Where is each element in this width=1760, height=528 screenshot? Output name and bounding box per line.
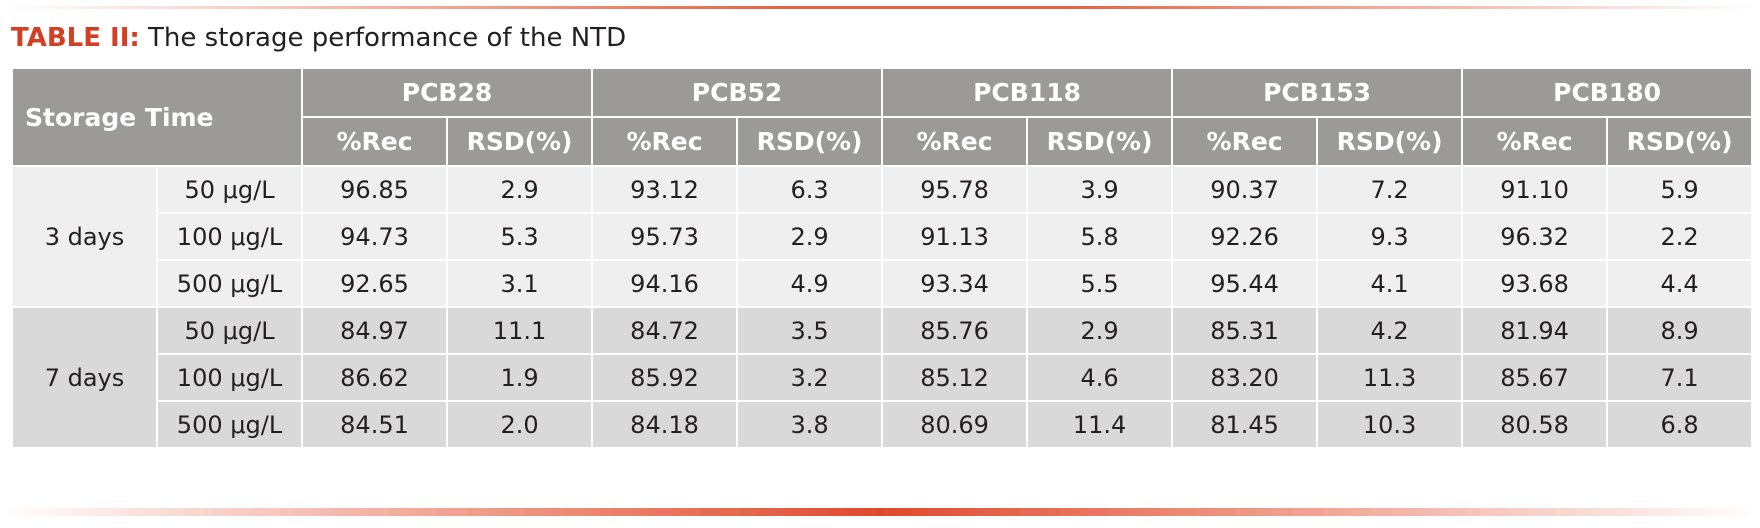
rsd-value-cell: 6.3 bbox=[736, 165, 884, 214]
concentration-cell: 100 μg/L bbox=[155, 212, 304, 261]
concentration-cell: 500 μg/L bbox=[155, 259, 304, 308]
rec-value-cell: 93.34 bbox=[881, 259, 1029, 308]
rec-value-cell: 83.20 bbox=[1171, 353, 1319, 402]
rec-value-cell: 91.13 bbox=[881, 212, 1029, 261]
rec-value-cell: 93.12 bbox=[591, 165, 739, 214]
rec-value-cell: 94.73 bbox=[301, 212, 449, 261]
rec-value-cell: 93.68 bbox=[1461, 259, 1609, 308]
rsd-value-cell: 2.9 bbox=[446, 165, 594, 214]
table-caption: TABLE II: The storage performance of the… bbox=[11, 20, 626, 56]
rec-value-cell: 84.18 bbox=[591, 400, 739, 449]
rsd-value-cell: 3.9 bbox=[1026, 165, 1174, 214]
table-row: 3 days 50 μg/L 96.85 2.9 93.12 6.3 95.78 3.9 90.… bbox=[11, 165, 1754, 308]
table-row: 7 days 50 μg/L 84.97 11.1 84.72 3.5 85.76 2.9 85… bbox=[11, 306, 1754, 449]
storage-time-group-label: 3 days bbox=[11, 165, 158, 308]
rsd-header: RSD(%) bbox=[1606, 116, 1754, 167]
rec-value-cell: 85.12 bbox=[881, 353, 1029, 402]
rsd-value-cell: 5.8 bbox=[1026, 212, 1174, 261]
rsd-value-cell: 1.9 bbox=[446, 353, 594, 402]
rec-value-cell: 95.78 bbox=[881, 165, 1029, 214]
concentration-cell: 500 μg/L bbox=[155, 400, 304, 449]
table-row: 100 μg/L 94.73 5.3 95.73 2.9 91.13 5.8 92.26 9.3… bbox=[12, 212, 1754, 261]
rsd-value-cell: 2.0 bbox=[446, 400, 594, 449]
rsd-value-cell: 3.5 bbox=[736, 306, 884, 355]
table-row: 100 μg/L 86.62 1.9 85.92 3.2 85.12 4.6 83.20 11.… bbox=[12, 353, 1754, 402]
concentration-cell: 50 μg/L bbox=[155, 165, 304, 214]
rec-header: %Rec bbox=[591, 116, 739, 167]
rec-header: %Rec bbox=[1171, 116, 1319, 167]
rec-value-cell: 95.73 bbox=[591, 212, 739, 261]
compound-header: PCB52 bbox=[591, 67, 884, 118]
rsd-header: RSD(%) bbox=[1316, 116, 1464, 167]
rec-value-cell: 92.26 bbox=[1171, 212, 1319, 261]
table-caption-label: TABLE II: bbox=[11, 23, 140, 53]
rsd-value-cell: 10.3 bbox=[1316, 400, 1464, 449]
storage-time-header: Storage Time bbox=[10, 67, 304, 167]
rsd-value-cell: 4.6 bbox=[1026, 353, 1174, 402]
rsd-value-cell: 11.1 bbox=[446, 306, 594, 355]
bottom-accent-rule bbox=[0, 508, 1760, 516]
compound-header: PCB118 bbox=[881, 67, 1174, 118]
rsd-value-cell: 5.9 bbox=[1606, 165, 1754, 214]
rsd-value-cell: 11.3 bbox=[1316, 353, 1464, 402]
rec-value-cell: 85.31 bbox=[1171, 306, 1319, 355]
rsd-value-cell: 8.9 bbox=[1606, 306, 1754, 355]
rec-value-cell: 80.58 bbox=[1461, 400, 1609, 449]
table-row: 500 μg/L 92.65 3.1 94.16 4.9 93.34 5.5 95.44 4.1… bbox=[12, 259, 1754, 308]
rsd-header: RSD(%) bbox=[1026, 116, 1174, 167]
storage-time-group-label: 7 days bbox=[11, 306, 158, 449]
rsd-value-cell: 3.1 bbox=[446, 259, 594, 308]
rec-value-cell: 94.16 bbox=[591, 259, 739, 308]
rec-value-cell: 96.85 bbox=[301, 165, 449, 214]
rec-value-cell: 81.94 bbox=[1461, 306, 1609, 355]
rsd-value-cell: 2.9 bbox=[1026, 306, 1174, 355]
compound-header: PCB180 bbox=[1461, 67, 1754, 118]
rec-value-cell: 91.10 bbox=[1461, 165, 1609, 214]
rec-value-cell: 85.67 bbox=[1461, 353, 1609, 402]
storage-performance-table: Storage Time PCB28 PCB52 PCB118 PCB153 P… bbox=[10, 67, 1754, 449]
header-row-metrics: %Rec RSD(%) %Rec RSD(%) %Rec RSD(%) %Rec… bbox=[12, 116, 1754, 167]
rec-value-cell: 86.62 bbox=[301, 353, 449, 402]
rsd-value-cell: 7.1 bbox=[1606, 353, 1754, 402]
rsd-value-cell: 5.5 bbox=[1026, 259, 1174, 308]
rsd-value-cell: 4.1 bbox=[1316, 259, 1464, 308]
rsd-value-cell: 2.2 bbox=[1606, 212, 1754, 261]
rec-value-cell: 96.32 bbox=[1461, 212, 1609, 261]
rec-header: %Rec bbox=[1461, 116, 1609, 167]
table-row: 500 μg/L 84.51 2.0 84.18 3.8 80.69 11.4 81.45 10… bbox=[12, 400, 1754, 449]
rsd-value-cell: 11.4 bbox=[1026, 400, 1174, 449]
rsd-value-cell: 4.4 bbox=[1606, 259, 1754, 308]
rec-value-cell: 85.76 bbox=[881, 306, 1029, 355]
rec-value-cell: 81.45 bbox=[1171, 400, 1319, 449]
rsd-value-cell: 7.2 bbox=[1316, 165, 1464, 214]
rsd-value-cell: 4.2 bbox=[1316, 306, 1464, 355]
rec-value-cell: 95.44 bbox=[1171, 259, 1319, 308]
rec-value-cell: 84.72 bbox=[591, 306, 739, 355]
rsd-value-cell: 9.3 bbox=[1316, 212, 1464, 261]
rsd-value-cell: 4.9 bbox=[736, 259, 884, 308]
header-row-compounds: Storage Time PCB28 PCB52 PCB118 PCB153 P… bbox=[10, 67, 1754, 167]
compound-header: PCB28 bbox=[301, 67, 594, 118]
rsd-value-cell: 5.3 bbox=[446, 212, 594, 261]
rec-value-cell: 85.92 bbox=[591, 353, 739, 402]
rec-header: %Rec bbox=[301, 116, 449, 167]
rec-value-cell: 80.69 bbox=[881, 400, 1029, 449]
rsd-header: RSD(%) bbox=[446, 116, 594, 167]
rec-header: %Rec bbox=[881, 116, 1029, 167]
rsd-header: RSD(%) bbox=[736, 116, 884, 167]
table-body: 3 days 50 μg/L 96.85 2.9 93.12 6.3 95.78 3.9 90.… bbox=[11, 165, 1754, 449]
table-caption-text: The storage performance of the NTD bbox=[148, 23, 627, 53]
rsd-value-cell: 6.8 bbox=[1606, 400, 1754, 449]
concentration-cell: 50 μg/L bbox=[155, 306, 304, 355]
rec-value-cell: 90.37 bbox=[1171, 165, 1319, 214]
rec-value-cell: 84.51 bbox=[301, 400, 449, 449]
rec-value-cell: 84.97 bbox=[301, 306, 449, 355]
compound-header: PCB153 bbox=[1171, 67, 1464, 118]
rsd-value-cell: 2.9 bbox=[736, 212, 884, 261]
concentration-cell: 100 μg/L bbox=[155, 353, 304, 402]
top-accent-rule bbox=[0, 6, 1760, 9]
rsd-value-cell: 3.8 bbox=[736, 400, 884, 449]
rsd-value-cell: 3.2 bbox=[736, 353, 884, 402]
rec-value-cell: 92.65 bbox=[301, 259, 449, 308]
